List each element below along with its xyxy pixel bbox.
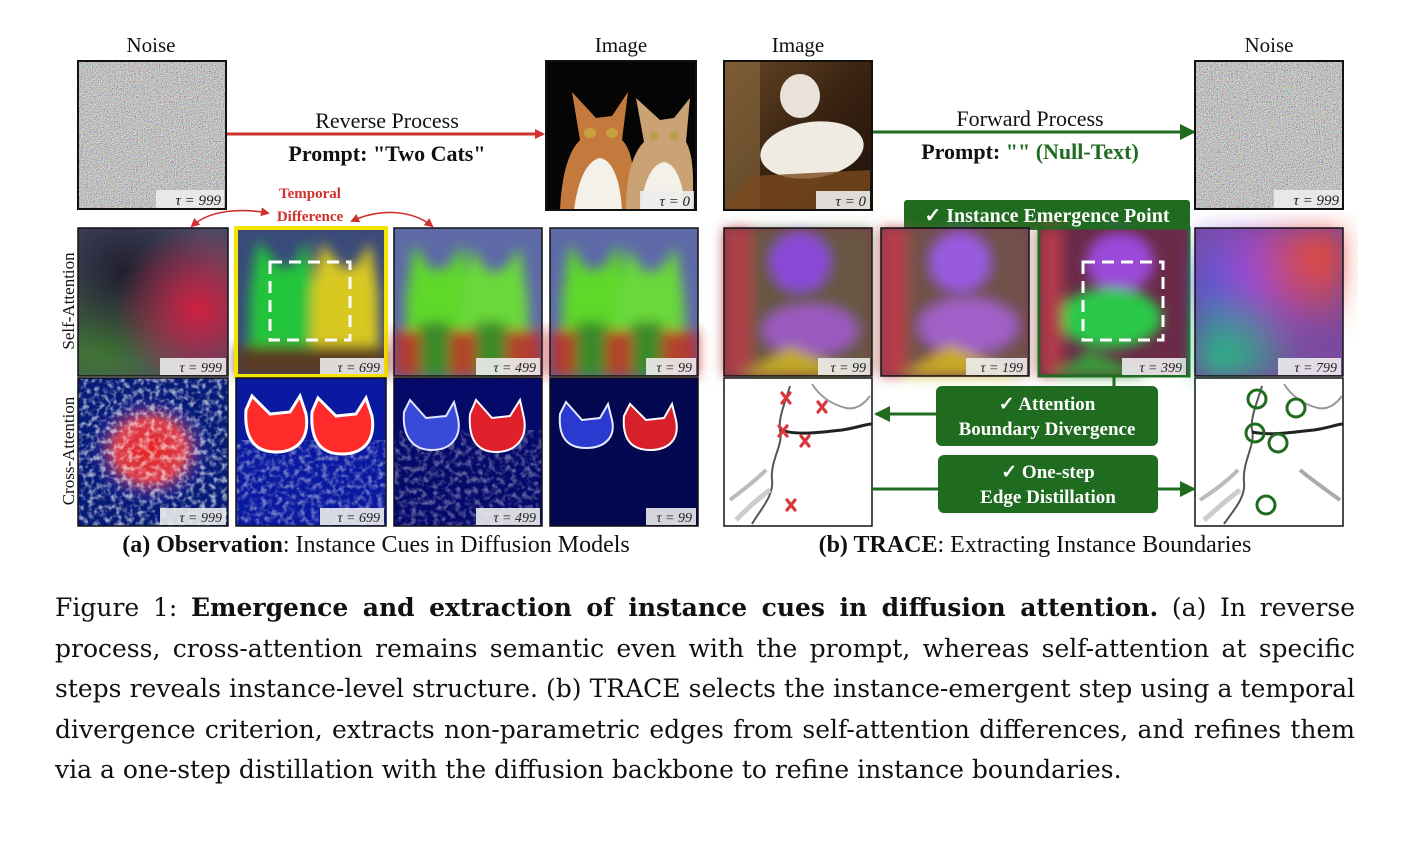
refined-edge-map bbox=[1194, 377, 1344, 527]
tau-label: τ = 999 bbox=[180, 511, 222, 526]
correct-circle-marker bbox=[1244, 388, 1307, 516]
temporal-arrow-left bbox=[190, 207, 270, 228]
error-cross-marker bbox=[777, 391, 828, 512]
panel-b-subcaption: (b) TRACE: Extracting Instance Boundarie… bbox=[819, 532, 1252, 558]
distill-line-2: Edge Distillation bbox=[980, 487, 1116, 508]
self-attention-map: τ = 99 bbox=[723, 227, 873, 377]
cross-attention-map: τ = 99 bbox=[549, 377, 699, 527]
divergence-line-1: ✓ Attention bbox=[999, 394, 1096, 415]
instance-dashed-box bbox=[1081, 260, 1165, 342]
self-attention-map: τ = 499 bbox=[393, 227, 543, 377]
row-label-self-attention: Self-Attention bbox=[59, 252, 78, 350]
tau-label: τ = 999 bbox=[180, 361, 222, 376]
caption-prefix: Figure 1: bbox=[55, 593, 191, 622]
cross-attention-map: τ = 699 bbox=[235, 377, 387, 527]
panel-b-subcaption-bold: (b) TRACE bbox=[819, 532, 938, 558]
panel-a-subcaption-rest: : Instance Cues in Diffusion Models bbox=[283, 532, 630, 558]
tau-label: τ = 199 bbox=[981, 361, 1023, 376]
self-attention-map: τ = 199 bbox=[880, 227, 1030, 377]
panel-b-image-label: Image bbox=[772, 33, 824, 57]
tau-label: τ = 0 bbox=[836, 194, 867, 210]
raw-edge-map bbox=[723, 377, 873, 527]
panel-b-noise-image: τ = 999 bbox=[1194, 60, 1344, 210]
dog-photo: τ = 0 bbox=[723, 60, 873, 211]
tau-label: τ = 699 bbox=[338, 511, 380, 526]
row-label-cross-attention: Cross-Attention bbox=[59, 396, 78, 505]
caption-body: (a) In reverse process, cross-attention … bbox=[55, 593, 1355, 784]
panel-a-subcaption-bold: (a) Observation bbox=[122, 532, 283, 558]
tau-label: τ = 799 bbox=[1295, 361, 1337, 376]
instance-dashed-box bbox=[268, 260, 352, 342]
instance-emergence-badge: ✓ Instance Emergence Point bbox=[904, 200, 1190, 230]
distill-line-1: ✓ One-step bbox=[1001, 462, 1095, 483]
tau-label: τ = 99 bbox=[657, 361, 692, 376]
panel-a-subcaption: (a) Observation: Instance Cues in Diffus… bbox=[122, 532, 630, 558]
self-attention-map-highlighted: τ = 699 bbox=[234, 226, 388, 378]
tau-label: τ = 0 bbox=[660, 194, 691, 210]
temporal-label-2: Difference bbox=[277, 209, 344, 225]
tau-label: τ = 699 bbox=[338, 361, 380, 376]
panel-b-noise-label: Noise bbox=[1245, 33, 1294, 57]
one-step-edge-distillation-box: ✓ One-step Edge Distillation bbox=[938, 455, 1158, 513]
figure-1: Noise τ = 999 Reverse Process Prompt: "T… bbox=[59, 33, 1344, 558]
reverse-process-label: Reverse Process bbox=[315, 108, 459, 133]
self-attention-map: τ = 999 bbox=[77, 227, 229, 377]
instance-emergence-label: ✓ Instance Emergence Point bbox=[924, 205, 1169, 227]
forward-process-label: Forward Process bbox=[956, 106, 1103, 131]
forward-prompt-label: Prompt: "" (Null-Text) bbox=[921, 139, 1139, 164]
cross-attention-map: τ = 999 bbox=[77, 377, 229, 527]
reverse-prompt-label: Prompt: "Two Cats" bbox=[288, 141, 485, 166]
self-attention-map: τ = 99 bbox=[549, 227, 699, 377]
temporal-label-1: Temporal bbox=[279, 186, 341, 202]
tau-label: τ = 399 bbox=[1140, 361, 1182, 376]
tau-label: τ = 999 bbox=[176, 193, 222, 209]
attention-boundary-divergence-box: ✓ Attention Boundary Divergence bbox=[936, 386, 1158, 446]
tau-label: τ = 499 bbox=[494, 511, 536, 526]
figure-caption: Figure 1: Emergence and extraction of in… bbox=[55, 588, 1355, 791]
self-attention-map: τ = 799 bbox=[1194, 227, 1344, 377]
tau-label: τ = 499 bbox=[494, 361, 536, 376]
divergence-line-2: Boundary Divergence bbox=[959, 419, 1136, 440]
caption-title: Emergence and extraction of instance cue… bbox=[190, 593, 1159, 622]
panel-a-noise-label: Noise bbox=[127, 33, 176, 57]
self-attention-map-emergent: τ = 399 bbox=[1037, 226, 1191, 378]
tau-label: τ = 99 bbox=[657, 511, 692, 526]
tau-label: τ = 99 bbox=[831, 361, 866, 376]
forward-prompt-prefix: Prompt: bbox=[921, 139, 1006, 164]
panel-a-image-label: Image bbox=[595, 33, 647, 57]
panel-a-noise-image: τ = 999 bbox=[77, 60, 227, 210]
cross-attention-map: τ = 499 bbox=[393, 377, 543, 527]
two-cats-image: τ = 0 bbox=[545, 60, 697, 211]
panel-b-subcaption-rest: : Extracting Instance Boundaries bbox=[938, 532, 1252, 558]
tau-label: τ = 999 bbox=[1294, 193, 1340, 209]
forward-prompt-value: "" (Null-Text) bbox=[1006, 139, 1139, 164]
temporal-arrow-right bbox=[350, 211, 434, 228]
